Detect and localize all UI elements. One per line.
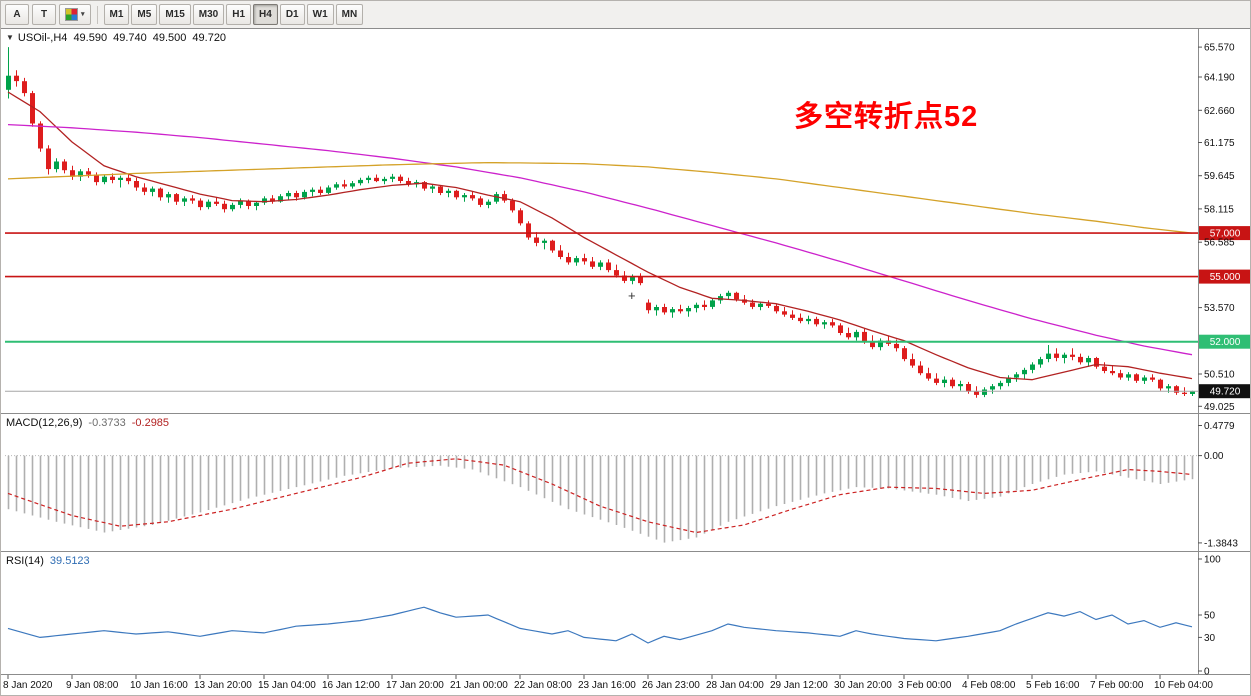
svg-text:9 Jan 08:00: 9 Jan 08:00: [66, 680, 119, 691]
svg-text:50.510: 50.510: [1204, 370, 1235, 381]
symbol-label: USOil-,H4: [17, 32, 68, 44]
svg-text:-1.3843: -1.3843: [1204, 538, 1238, 549]
svg-text:10 Jan 16:00: 10 Jan 16:00: [130, 680, 188, 691]
price-axis-ticks[interactable]: 65.570 64.190 62.660 61.175 59.645 58.115 56.5…: [1198, 43, 1238, 678]
svg-text:22 Jan 08:00: 22 Jan 08:00: [514, 680, 572, 691]
svg-text:15 Jan 04:00: 15 Jan 04:00: [258, 680, 316, 691]
svg-text:30: 30: [1204, 633, 1216, 644]
ohlc-high: 49.740: [113, 32, 147, 44]
svg-text:65.570: 65.570: [1204, 43, 1235, 54]
tf-button-m5[interactable]: M5: [131, 4, 158, 25]
ma-lines-layer: [7, 91, 1193, 381]
macd-value-signal: -0.2985: [131, 417, 170, 429]
toolbar: A T ▾ M1 M5 M15 M30 H1 H4 D1 W1 MN: [1, 1, 1250, 28]
timeframe-group: M1 M5 M15 M30 H1 H4 D1 W1 MN: [103, 4, 364, 25]
symbol-info: ▼ USOil-,H4 49.590 49.740 49.500 49.720: [6, 32, 226, 44]
svg-text:29 Jan 12:00: 29 Jan 12:00: [770, 680, 828, 691]
svg-text:7 Feb 00:00: 7 Feb 00:00: [1090, 680, 1144, 691]
svg-text:28 Jan 04:00: 28 Jan 04:00: [706, 680, 764, 691]
svg-text:26 Jan 23:00: 26 Jan 23:00: [642, 680, 700, 691]
svg-text:16 Jan 12:00: 16 Jan 12:00: [322, 680, 380, 691]
tf-button-h4[interactable]: H4: [253, 4, 278, 25]
colors-dropdown-button[interactable]: ▾: [59, 4, 91, 25]
svg-text:4 Feb 08:00: 4 Feb 08:00: [962, 680, 1016, 691]
svg-text:57.000: 57.000: [1210, 229, 1241, 240]
svg-text:55.000: 55.000: [1210, 272, 1241, 283]
macd-label: MACD(12,26,9): [6, 417, 83, 429]
tf-button-m1[interactable]: M1: [103, 4, 130, 25]
svg-text:23 Jan 16:00: 23 Jan 16:00: [578, 680, 636, 691]
ohlc-low: 49.500: [152, 32, 187, 44]
svg-text:64.190: 64.190: [1204, 73, 1235, 84]
macd-info: MACD(12,26,9) -0.3733 -0.2985: [6, 417, 169, 429]
svg-text:49.025: 49.025: [1204, 402, 1235, 413]
svg-text:3 Feb 00:00: 3 Feb 00:00: [898, 680, 952, 691]
tf-button-m15[interactable]: M15: [159, 4, 191, 25]
svg-text:13 Jan 20:00: 13 Jan 20:00: [194, 680, 252, 691]
tf-button-w1[interactable]: W1: [306, 4, 334, 25]
rsi-info: RSI(14) 39.5123: [6, 555, 90, 567]
plus-marker[interactable]: +: [628, 288, 636, 303]
svg-text:8 Jan 2020: 8 Jan 2020: [3, 680, 53, 691]
macd-value-main: -0.3733: [88, 417, 126, 429]
text-tool-button[interactable]: T: [32, 4, 56, 25]
chart-dropdown-arrow-icon[interactable]: ▼: [6, 33, 14, 42]
candles-layer: [6, 47, 1195, 398]
svg-text:50: 50: [1204, 611, 1216, 622]
tf-button-d1[interactable]: D1: [279, 4, 305, 25]
svg-text:59.645: 59.645: [1204, 171, 1235, 182]
ohlc-close: 49.720: [192, 32, 227, 44]
rsi-label: RSI(14): [6, 555, 44, 567]
ohlc-open: 49.590: [73, 32, 108, 44]
svg-text:58.115: 58.115: [1204, 204, 1234, 215]
svg-text:10 Feb 04:00: 10 Feb 04:00: [1154, 680, 1213, 691]
svg-text:52.000: 52.000: [1210, 337, 1241, 348]
svg-text:0.00: 0.00: [1204, 451, 1224, 462]
svg-text:17 Jan 20:00: 17 Jan 20:00: [386, 680, 444, 691]
rsi-layer: [7, 606, 1193, 644]
svg-text:49.720: 49.720: [1210, 387, 1241, 398]
svg-text:0: 0: [1204, 667, 1210, 678]
caret-down-icon: ▾: [81, 11, 85, 18]
svg-text:53.570: 53.570: [1204, 303, 1235, 314]
tf-button-m30[interactable]: M30: [192, 4, 225, 25]
svg-text:56.585: 56.585: [1204, 238, 1235, 249]
svg-text:61.175: 61.175: [1204, 138, 1235, 149]
arrow-tool-button[interactable]: A: [5, 4, 29, 25]
svg-text:100: 100: [1204, 555, 1221, 566]
tf-button-h1[interactable]: H1: [226, 4, 252, 25]
svg-text:30 Jan 20:00: 30 Jan 20:00: [834, 680, 892, 691]
macd-layer: [5, 455, 1198, 543]
palette-icon: [65, 8, 78, 21]
rsi-value: 39.5123: [49, 555, 90, 567]
tf-button-mn[interactable]: MN: [335, 4, 364, 25]
svg-text:0.4779: 0.4779: [1204, 421, 1235, 432]
svg-text:62.660: 62.660: [1204, 106, 1235, 117]
time-axis-labels[interactable]: 8 Jan 2020 9 Jan 08:00 10 Jan 16:00 13 Jan …: [3, 675, 1213, 691]
annotation-text-object[interactable]: 多空转折点52: [794, 101, 979, 133]
panel-dividers: [1, 28, 1250, 675]
svg-text:5 Feb 16:00: 5 Feb 16:00: [1026, 680, 1080, 691]
level-lines-layer: 57.000 55.000 52.000 49.720: [5, 226, 1250, 399]
svg-text:21 Jan 00:00: 21 Jan 00:00: [450, 680, 508, 691]
toolbar-separator: [96, 5, 98, 24]
